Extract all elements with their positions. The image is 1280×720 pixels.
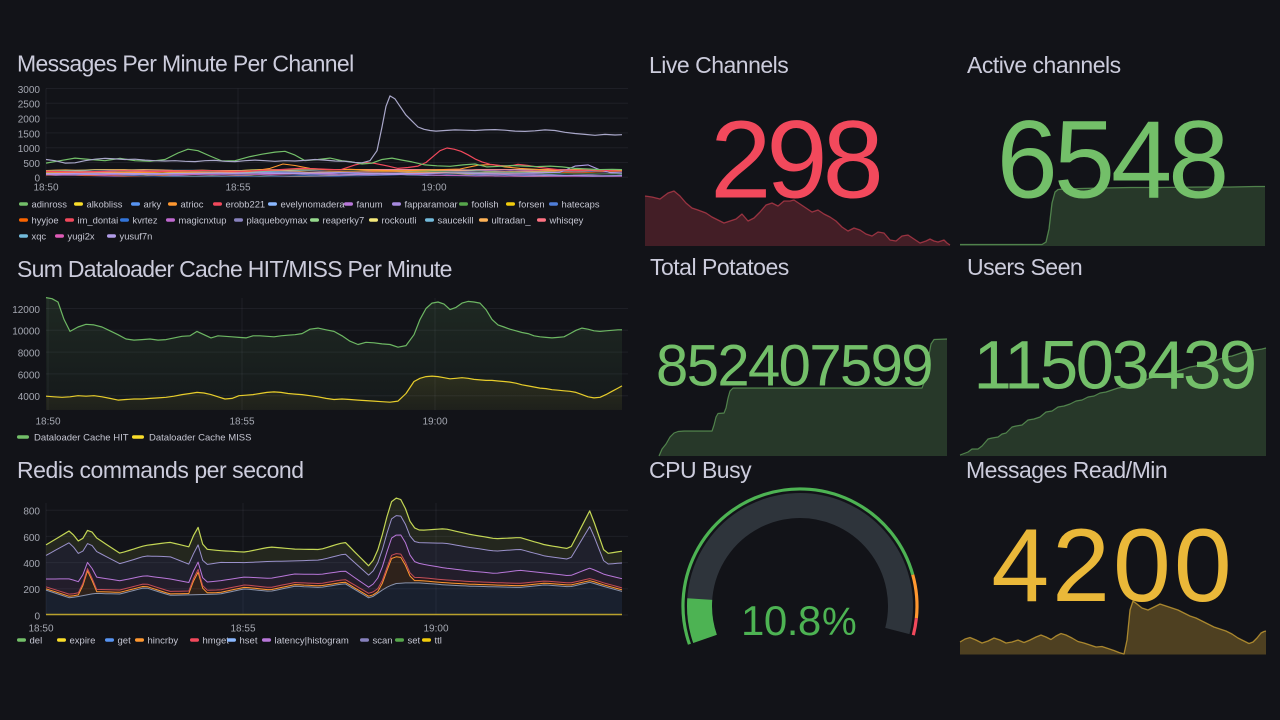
svg-text:atrioc: atrioc	[181, 199, 204, 210]
svg-text:Users Seen: Users Seen	[967, 254, 1082, 280]
svg-text:fanum: fanum	[357, 199, 383, 210]
svg-text:Dataloader Cache MISS: Dataloader Cache MISS	[149, 432, 251, 443]
svg-text:foolish: foolish	[472, 199, 499, 210]
svg-text:0: 0	[34, 174, 40, 185]
svg-text:2000: 2000	[18, 115, 41, 126]
svg-text:500: 500	[23, 159, 40, 170]
svg-text:expire: expire	[70, 635, 96, 646]
svg-text:del: del	[30, 635, 43, 646]
svg-text:plaqueboymax: plaqueboymax	[247, 215, 308, 226]
svg-text:19:00: 19:00	[421, 183, 446, 194]
svg-text:18:50: 18:50	[28, 624, 53, 635]
svg-text:18:55: 18:55	[225, 183, 250, 194]
svg-text:forsen: forsen	[519, 199, 545, 210]
svg-text:0: 0	[34, 611, 40, 622]
svg-text:Redis commands per second: Redis commands per second	[17, 457, 304, 483]
svg-text:saucekill: saucekill	[438, 215, 474, 226]
svg-text:400: 400	[23, 559, 40, 570]
svg-text:Dataloader Cache HIT: Dataloader Cache HIT	[34, 432, 129, 443]
svg-text:hset: hset	[240, 635, 258, 646]
svg-text:Active channels: Active channels	[967, 52, 1121, 78]
svg-text:8000: 8000	[18, 349, 41, 360]
svg-text:rockoutli: rockoutli	[382, 215, 417, 226]
svg-text:hatecaps: hatecaps	[562, 199, 600, 210]
svg-text:evelynomadera: evelynomadera	[281, 199, 346, 210]
svg-text:10000: 10000	[12, 327, 40, 338]
svg-text:Live Channels: Live Channels	[649, 52, 788, 78]
svg-text:4000: 4000	[18, 392, 41, 403]
svg-text:hyyjoe: hyyjoe	[32, 215, 59, 226]
svg-text:18:50: 18:50	[35, 417, 60, 428]
svg-text:xqc: xqc	[32, 231, 47, 242]
svg-text:18:55: 18:55	[230, 624, 255, 635]
svg-text:298: 298	[710, 99, 879, 222]
svg-text:%: %	[822, 601, 857, 644]
svg-text:Total Potatoes: Total Potatoes	[650, 254, 789, 280]
svg-text:12000: 12000	[12, 305, 40, 316]
svg-text:6000: 6000	[18, 370, 41, 381]
svg-text:6548: 6548	[997, 99, 1226, 222]
svg-text:set: set	[408, 635, 421, 646]
svg-text:adinross: adinross	[32, 199, 68, 210]
svg-text:latency|histogram: latency|histogram	[275, 635, 349, 646]
svg-text:ttl: ttl	[435, 635, 442, 646]
svg-text:hmget: hmget	[203, 635, 230, 646]
svg-text:yusuf7n: yusuf7n	[120, 231, 153, 242]
svg-text:get: get	[118, 635, 132, 646]
svg-text:800: 800	[23, 507, 40, 518]
svg-text:yugi2x: yugi2x	[68, 231, 95, 242]
svg-text:alkobliss: alkobliss	[87, 199, 123, 210]
svg-text:3000: 3000	[18, 85, 41, 96]
svg-text:19:00: 19:00	[423, 624, 448, 635]
svg-text:852407599: 852407599	[656, 333, 932, 398]
svg-text:CPU Busy: CPU Busy	[649, 457, 752, 483]
svg-text:magicnxtup: magicnxtup	[179, 215, 227, 226]
svg-text:11503439: 11503439	[973, 327, 1254, 404]
svg-text:Messages Read/Min: Messages Read/Min	[966, 457, 1167, 483]
svg-text:Messages Per Minute Per Channe: Messages Per Minute Per Channel	[17, 51, 354, 77]
svg-text:ultradan_: ultradan_	[492, 215, 532, 226]
svg-text:18:55: 18:55	[229, 417, 254, 428]
svg-text:im_dontai: im_dontai	[78, 215, 119, 226]
svg-text:reaperky7: reaperky7	[323, 215, 365, 226]
svg-text:fapparamoar: fapparamoar	[405, 199, 458, 210]
svg-text:arky: arky	[144, 199, 162, 210]
svg-text:19:00: 19:00	[422, 417, 447, 428]
svg-text:1500: 1500	[18, 129, 41, 140]
svg-text:10.8: 10.8	[741, 597, 821, 644]
svg-text:erobb221: erobb221	[226, 199, 266, 210]
svg-text:200: 200	[23, 585, 40, 596]
svg-text:hincrby: hincrby	[148, 635, 179, 646]
svg-text:600: 600	[23, 533, 40, 544]
svg-text:kvrtez: kvrtez	[133, 215, 158, 226]
svg-text:4200: 4200	[991, 508, 1234, 624]
svg-text:whisqey: whisqey	[549, 215, 584, 226]
svg-text:scan: scan	[373, 635, 393, 646]
svg-text:2500: 2500	[18, 100, 41, 111]
svg-text:1000: 1000	[18, 144, 41, 155]
svg-text:Sum Dataloader Cache HIT/MISS: Sum Dataloader Cache HIT/MISS Per Minute	[17, 256, 452, 282]
svg-text:18:50: 18:50	[33, 183, 58, 194]
